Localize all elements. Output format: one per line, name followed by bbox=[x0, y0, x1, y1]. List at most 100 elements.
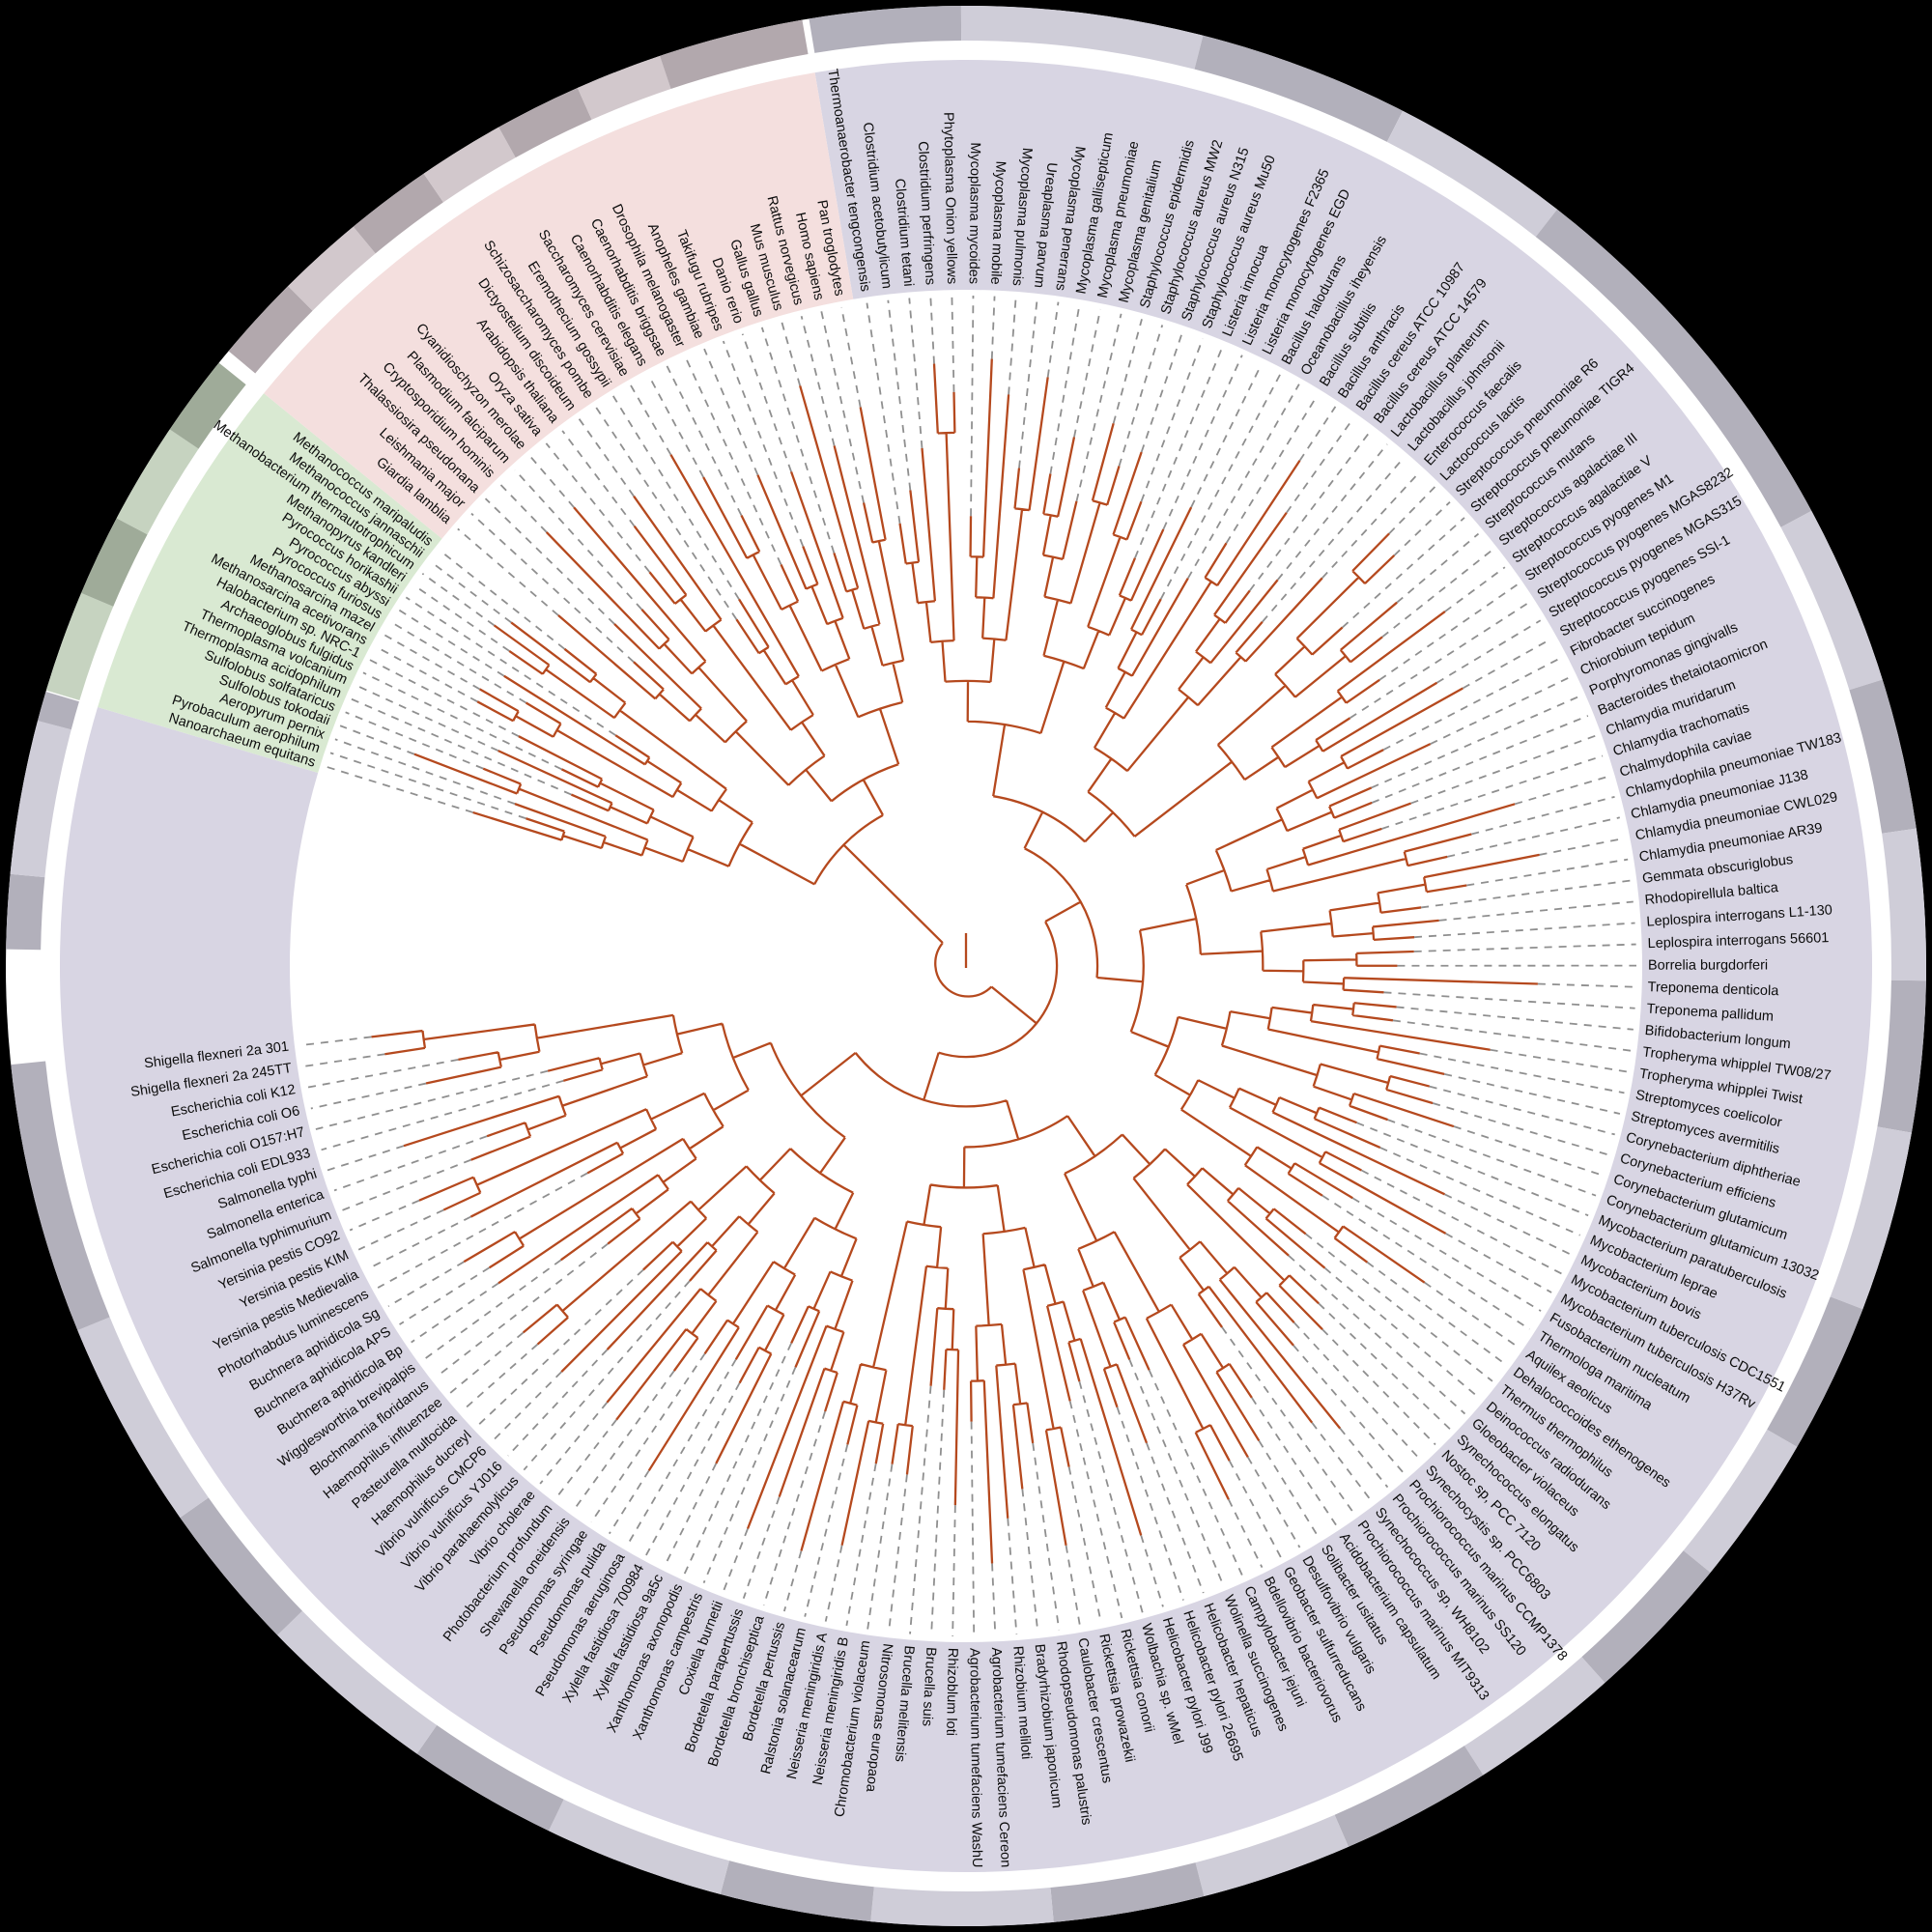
leader-line bbox=[539, 1402, 609, 1485]
leader-line bbox=[1381, 549, 1493, 639]
leader-line bbox=[413, 584, 510, 652]
taxon-label: Brucella suis bbox=[919, 1647, 938, 1727]
leader-line bbox=[439, 550, 565, 650]
ring-segment-extra-0 bbox=[6, 873, 45, 951]
leader-line bbox=[1140, 1535, 1164, 1607]
leader-line bbox=[1379, 1147, 1580, 1236]
leader-line bbox=[1443, 1073, 1621, 1115]
leader-line bbox=[1382, 657, 1562, 751]
leader-line bbox=[626, 1358, 737, 1546]
ring-segment-bacteria-21 bbox=[277, 1610, 438, 1754]
leader-line bbox=[1134, 346, 1224, 558]
ring-segment-archaea-0 bbox=[45, 592, 114, 700]
leader-line bbox=[1073, 308, 1101, 438]
ring-segment-bacteria-12 bbox=[1581, 1550, 1711, 1684]
leader-line bbox=[357, 1208, 444, 1251]
leader-line bbox=[970, 1421, 976, 1636]
leader-line bbox=[1432, 1102, 1610, 1156]
taxon-label: Phytoplasma Onion yellows bbox=[940, 112, 959, 284]
leader-line bbox=[1430, 675, 1572, 745]
ring-segment-archaea-2 bbox=[116, 429, 199, 535]
leader-line bbox=[484, 497, 615, 625]
leader-line bbox=[1371, 715, 1589, 804]
ring-segment-bacteria-22 bbox=[180, 1497, 302, 1635]
ring-segment-eukaryota-6 bbox=[660, 19, 809, 90]
leader-line bbox=[306, 1059, 459, 1089]
leader-line bbox=[561, 430, 636, 527]
ring-segment-bacteria-0 bbox=[809, 6, 962, 53]
leader-line bbox=[1490, 1048, 1629, 1073]
leader-line bbox=[523, 1280, 691, 1471]
ring-segment-eukaryota-4 bbox=[498, 87, 592, 158]
leader-line bbox=[1148, 1369, 1244, 1577]
leader-line bbox=[1293, 1321, 1421, 1461]
ring-segment-bacteria-15 bbox=[1195, 1814, 1349, 1896]
leader-line bbox=[367, 1215, 471, 1270]
ring-segment-bacteria-20 bbox=[416, 1724, 564, 1832]
leader-line bbox=[1140, 330, 1184, 453]
leader-line bbox=[781, 321, 802, 386]
leader-line bbox=[1392, 1019, 1632, 1052]
leader-line bbox=[326, 765, 473, 813]
leader-line bbox=[845, 1463, 877, 1627]
domain-sectors bbox=[59, 60, 1872, 1873]
leader-line bbox=[514, 469, 643, 611]
leader-line bbox=[1046, 301, 1060, 378]
leader-line bbox=[684, 356, 782, 565]
leader-line bbox=[1298, 406, 1337, 462]
leader-line bbox=[299, 1036, 372, 1047]
ring-segment-extra-1 bbox=[10, 721, 71, 878]
leader-line bbox=[608, 1469, 650, 1535]
leader-line bbox=[1286, 417, 1354, 514]
leader-line bbox=[1342, 517, 1465, 629]
leader-line bbox=[1381, 754, 1604, 830]
leader-line bbox=[1251, 1397, 1337, 1526]
leader-line bbox=[405, 596, 616, 736]
leader-line bbox=[356, 685, 499, 752]
leader-line bbox=[1421, 879, 1632, 909]
leader-line bbox=[498, 483, 548, 533]
leader-line bbox=[1356, 1122, 1589, 1217]
leader-line bbox=[1075, 313, 1122, 502]
leader-line bbox=[930, 1389, 946, 1636]
taxon-label: Borrelia burgdorferi bbox=[1648, 958, 1768, 974]
leader-line bbox=[722, 340, 805, 547]
leader-line bbox=[1429, 1085, 1615, 1136]
taxon-label: Agrobacterium tumefaciens WashU bbox=[966, 1648, 984, 1868]
leader-line bbox=[1424, 1281, 1519, 1348]
ring-segment-bacteria-8 bbox=[1877, 980, 1926, 1133]
ring-segment-archaea-3 bbox=[169, 362, 246, 449]
leader-line bbox=[1323, 1266, 1480, 1399]
leader-line bbox=[702, 1367, 797, 1584]
leader-line bbox=[1514, 775, 1609, 806]
leader-line bbox=[389, 620, 526, 704]
leader-line bbox=[1321, 1328, 1436, 1446]
leader-line bbox=[1008, 297, 1017, 395]
leader-line bbox=[1221, 1326, 1355, 1514]
leader-line bbox=[377, 1172, 588, 1289]
leader-line bbox=[909, 1385, 932, 1634]
ring-segment-bacteria-7 bbox=[1882, 828, 1926, 981]
leader-line bbox=[333, 1135, 488, 1192]
leader-line bbox=[1410, 734, 1597, 805]
leader-line bbox=[804, 1444, 849, 1617]
leader-line bbox=[1112, 319, 1143, 424]
leader-line bbox=[1116, 1406, 1184, 1601]
ring-segment-bacteria-5 bbox=[1780, 510, 1883, 691]
leader-line bbox=[1383, 991, 1635, 1009]
leader-line bbox=[782, 1550, 803, 1612]
leader-line bbox=[376, 645, 478, 703]
sector-eukaryota bbox=[264, 72, 854, 539]
outer-ring bbox=[6, 5, 1926, 1927]
leader-line bbox=[387, 1261, 465, 1308]
leader-line bbox=[1288, 1255, 1466, 1415]
ring-segment-bacteria-14 bbox=[1334, 1746, 1484, 1847]
leader-line bbox=[492, 1371, 562, 1442]
leader-line bbox=[1140, 338, 1204, 502]
leader-line bbox=[1419, 1052, 1625, 1094]
leader-line bbox=[840, 306, 862, 408]
leader-line bbox=[1032, 1442, 1061, 1631]
leader-line bbox=[762, 1410, 826, 1605]
leader-line bbox=[908, 298, 923, 449]
